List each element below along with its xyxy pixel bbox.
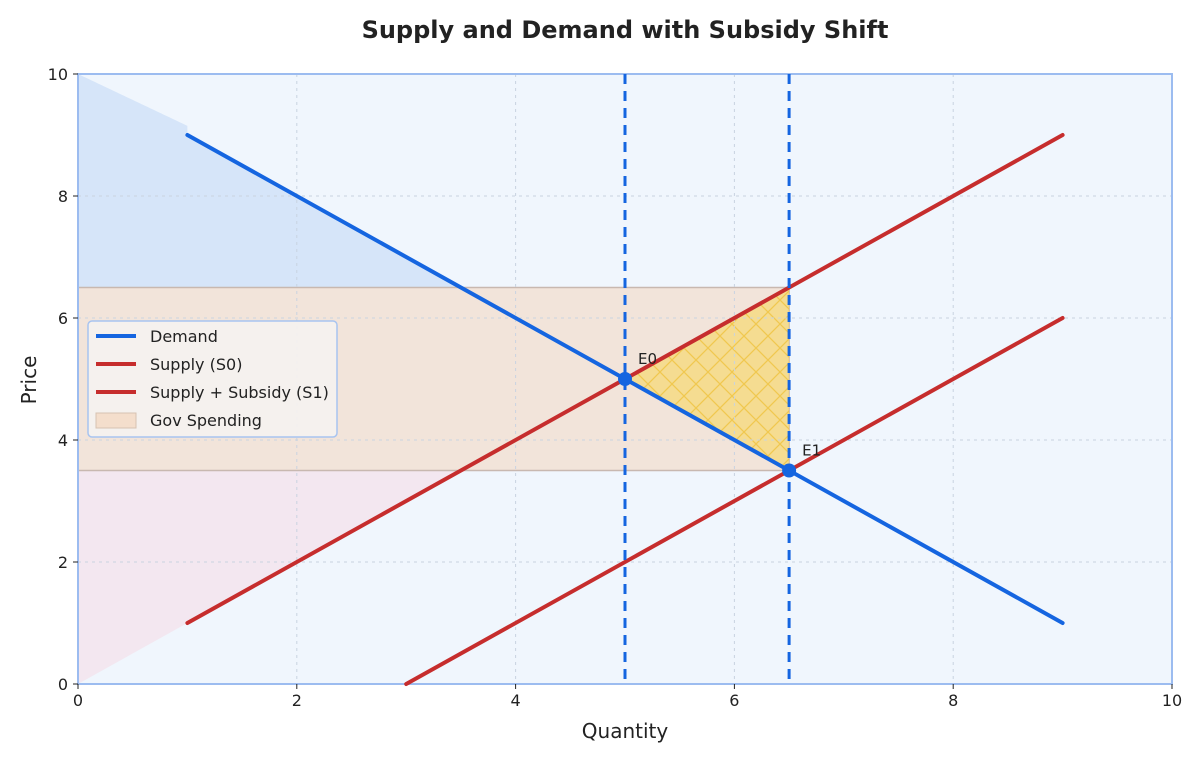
- y-tick-label: 8: [58, 187, 68, 206]
- equilibrium-point: [618, 372, 632, 386]
- legend-label: Demand: [150, 327, 218, 346]
- chart-title: Supply and Demand with Subsidy Shift: [362, 16, 889, 44]
- y-tick-label: 4: [58, 431, 68, 450]
- y-tick-label: 0: [58, 675, 68, 694]
- y-tick-label: 2: [58, 553, 68, 572]
- equilibrium-label: E0: [638, 350, 657, 368]
- y-axis-label: Price: [17, 356, 41, 405]
- y-tick-label: 6: [58, 309, 68, 328]
- legend-box: [87, 320, 338, 438]
- x-tick-label: 2: [292, 691, 302, 710]
- supply-s1-line: [404, 316, 1065, 686]
- y-tick-label: 10: [48, 65, 68, 84]
- x-tick-label: 10: [1162, 691, 1182, 710]
- plot-area: E0 E1 0 2 4 6 8 10 0 2 4 6 8 10 Demand Supply (S0) Suppl…: [48, 65, 1183, 710]
- legend-label: Supply + Subsidy (S1): [150, 383, 329, 402]
- equilibrium-label: E1: [802, 442, 821, 460]
- equilibrium-point: [782, 463, 797, 478]
- x-tick-label: 6: [729, 691, 739, 710]
- legend-label: Gov Spending: [150, 411, 262, 430]
- legend: Demand Supply (S0) Supply + Subsidy (S1) Go…: [87, 320, 338, 438]
- welfare-triangle-hatch: [625, 287, 790, 471]
- x-tick-label: 0: [73, 691, 83, 710]
- x-tick-label: 4: [511, 691, 521, 710]
- x-tick-label: 8: [948, 691, 958, 710]
- x-axis-label: Quantity: [582, 719, 669, 743]
- legend-label: Supply (S0): [150, 355, 242, 374]
- legend-swatch: [95, 412, 137, 429]
